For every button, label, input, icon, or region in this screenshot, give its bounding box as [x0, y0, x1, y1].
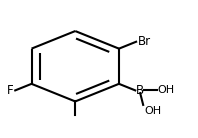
- Text: B: B: [136, 84, 144, 97]
- Text: OH: OH: [158, 85, 175, 95]
- Text: Br: Br: [138, 34, 151, 48]
- Text: F: F: [7, 84, 14, 97]
- Text: OH: OH: [144, 106, 161, 116]
